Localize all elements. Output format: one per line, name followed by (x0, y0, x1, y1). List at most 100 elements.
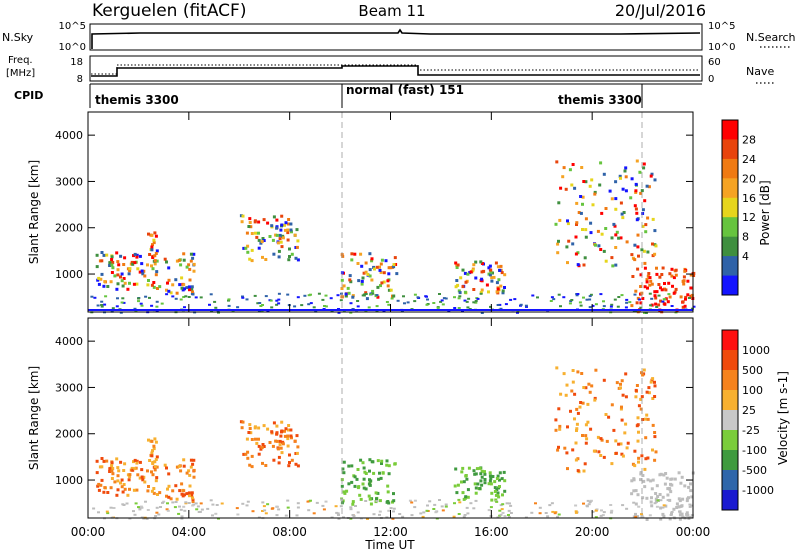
echo-cell (375, 265, 379, 269)
echo-cell (345, 489, 349, 493)
echo-cell (288, 247, 291, 251)
echo-cell (475, 467, 479, 471)
colorbar-tick-label: 24 (742, 153, 756, 166)
echo-cell (241, 420, 245, 424)
echo-cell (678, 499, 682, 503)
echo-cell (187, 502, 191, 504)
echo-cell (109, 486, 113, 490)
colorbar-swatch (722, 217, 738, 238)
echo-cell (645, 280, 649, 284)
echo-cell (262, 239, 266, 242)
echo-cell (263, 509, 267, 512)
echo-cell (690, 514, 694, 517)
echo-cell (586, 499, 590, 502)
echo-cell (251, 510, 255, 513)
echo-cell (160, 302, 164, 305)
echo-cell (123, 462, 127, 466)
echo-cell (566, 261, 569, 265)
echo-cell (438, 293, 441, 295)
echo-cell (280, 420, 284, 424)
echo-cell (169, 291, 173, 295)
echo-cell (425, 509, 429, 512)
echo-cell (261, 255, 264, 259)
echo-cell (192, 458, 196, 462)
echo-cell (610, 509, 614, 512)
echo-cell (387, 464, 391, 468)
echo-cell (619, 407, 623, 411)
echo-cell (566, 467, 569, 471)
echo-cell (574, 511, 578, 514)
echo-cell (287, 464, 291, 468)
echo-cell (617, 442, 621, 446)
echo-cell (317, 292, 321, 295)
echo-cell (455, 266, 459, 269)
echo-cell (591, 304, 595, 307)
echo-cell (601, 514, 605, 517)
echo-cell (175, 497, 179, 501)
echo-cell (153, 460, 157, 464)
echo-cell (347, 464, 351, 468)
echo-cell (519, 303, 523, 306)
echo-cell (348, 278, 352, 282)
echo-cell (140, 262, 144, 266)
echo-cell (191, 501, 195, 503)
echo-cell (146, 263, 149, 267)
echo-cell (464, 474, 468, 477)
echo-cell (362, 466, 366, 470)
echo-cell (428, 500, 432, 503)
echo-cell (239, 420, 243, 424)
echo-cell (637, 430, 640, 434)
echo-cell (260, 446, 264, 450)
echo-cell (289, 428, 293, 432)
echo-cell (303, 294, 307, 297)
echo-cell (153, 262, 157, 266)
echo-cell (463, 290, 467, 294)
echo-cell (619, 176, 622, 180)
echo-cell (270, 306, 274, 309)
echo-cell (474, 300, 478, 302)
echo-cell (610, 303, 614, 306)
echo-cell (620, 212, 624, 216)
echo-cell (96, 304, 100, 307)
colorbar-swatch (722, 158, 738, 179)
echo-cell (684, 297, 687, 301)
echo-cell (140, 516, 144, 519)
echo-cell (655, 272, 659, 276)
echo-cell (489, 476, 493, 480)
echo-cell (278, 443, 282, 447)
echo-cell (259, 305, 263, 307)
echo-cell (501, 511, 505, 514)
echo-cell (638, 298, 641, 301)
echo-cell (670, 305, 674, 307)
echo-cell (649, 380, 653, 384)
echo-cell (138, 508, 142, 511)
echo-cell (309, 302, 313, 305)
echo-cell (372, 471, 376, 475)
echo-cell (360, 279, 364, 283)
echo-cell (141, 478, 145, 482)
echo-cell (629, 196, 633, 200)
echo-cell (140, 269, 144, 273)
echo-cell (361, 461, 365, 465)
echo-cell (93, 296, 97, 299)
echo-cell (309, 293, 312, 296)
echo-cell (188, 473, 192, 477)
cpid-label: CPID (14, 89, 43, 102)
echo-cell (248, 221, 252, 224)
echo-cell (614, 451, 618, 455)
echo-cell (135, 488, 139, 492)
echo-cell (340, 287, 344, 290)
echo-cell (194, 502, 198, 505)
echo-cell (496, 265, 500, 269)
echo-cell (248, 257, 252, 261)
echo-cell (456, 263, 460, 267)
echo-cell (554, 511, 558, 514)
echo-cell (116, 273, 120, 277)
echo-cell (264, 295, 268, 298)
echo-cell (100, 259, 104, 263)
echo-cell (286, 434, 290, 438)
echo-cell (471, 267, 475, 271)
echo-cell (379, 476, 383, 480)
echo-cell (557, 201, 561, 205)
echo-cell (175, 465, 179, 469)
